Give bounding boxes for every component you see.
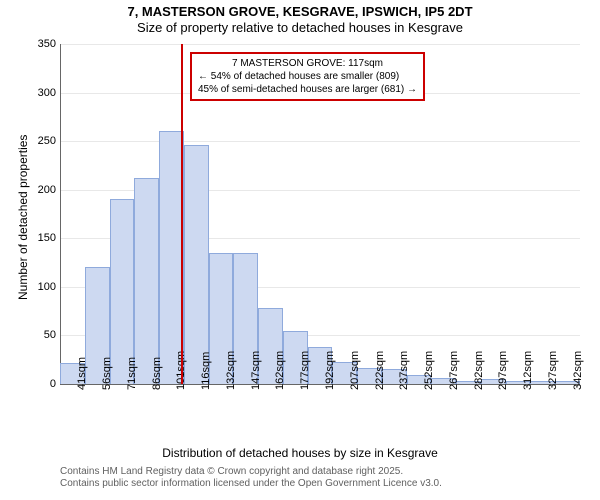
ytick-label: 200: [16, 184, 56, 196]
xtick-label: 116sqm: [200, 352, 212, 390]
xtick-label: 41sqm: [76, 357, 88, 390]
annotation-line2: ← 54% of detached houses are smaller (80…: [198, 70, 417, 83]
xtick-label: 267sqm: [448, 351, 460, 390]
attribution-text: Contains HM Land Registry data © Crown c…: [60, 466, 442, 490]
xtick-label: 297sqm: [497, 351, 509, 390]
histogram-bar: [159, 131, 184, 384]
chart-subtitle: Size of property relative to detached ho…: [0, 19, 600, 35]
xtick-label: 207sqm: [349, 351, 361, 390]
ytick-label: 150: [16, 232, 56, 244]
y-axis-label: Number of detached properties: [16, 135, 30, 300]
xtick-label: 342sqm: [572, 351, 584, 390]
annotation-line1: 7 MASTERSON GROVE: 117sqm: [198, 57, 417, 70]
attribution-line2: Contains public sector information licen…: [60, 478, 442, 490]
gridline: [60, 44, 580, 45]
xtick-label: 177sqm: [299, 351, 311, 390]
ytick-label: 0: [16, 378, 56, 390]
xtick-label: 162sqm: [274, 351, 286, 390]
histogram-bar: [134, 178, 159, 384]
xtick-label: 56sqm: [101, 357, 113, 390]
xtick-label: 132sqm: [225, 351, 237, 390]
xtick-label: 237sqm: [398, 351, 410, 390]
xtick-label: 252sqm: [423, 351, 435, 390]
attribution-line1: Contains HM Land Registry data © Crown c…: [60, 466, 442, 478]
xtick-label: 282sqm: [473, 351, 485, 390]
annotation-box: 7 MASTERSON GROVE: 117sqm← 54% of detach…: [190, 52, 425, 101]
histogram-bar: [184, 145, 209, 384]
plot-area: 05010015020025030035041sqm56sqm71sqm86sq…: [60, 44, 580, 384]
ytick-label: 250: [16, 135, 56, 147]
chart-title: 7, MASTERSON GROVE, KESGRAVE, IPSWICH, I…: [0, 0, 600, 19]
xtick-label: 327sqm: [547, 351, 559, 390]
xtick-label: 192sqm: [324, 351, 336, 390]
xtick-label: 86sqm: [151, 357, 163, 390]
gridline: [60, 141, 580, 142]
ytick-label: 350: [16, 38, 56, 50]
ytick-label: 300: [16, 87, 56, 99]
ytick-label: 50: [16, 329, 56, 341]
annotation-line3: 45% of semi-detached houses are larger (…: [198, 83, 417, 96]
xtick-label: 147sqm: [250, 351, 262, 390]
xtick-label: 222sqm: [374, 351, 386, 390]
xtick-label: 312sqm: [522, 351, 534, 390]
ytick-label: 100: [16, 281, 56, 293]
x-axis-label: Distribution of detached houses by size …: [0, 446, 600, 460]
xtick-label: 71sqm: [126, 357, 138, 390]
y-axis-line: [60, 44, 61, 384]
reference-line: [181, 44, 183, 384]
